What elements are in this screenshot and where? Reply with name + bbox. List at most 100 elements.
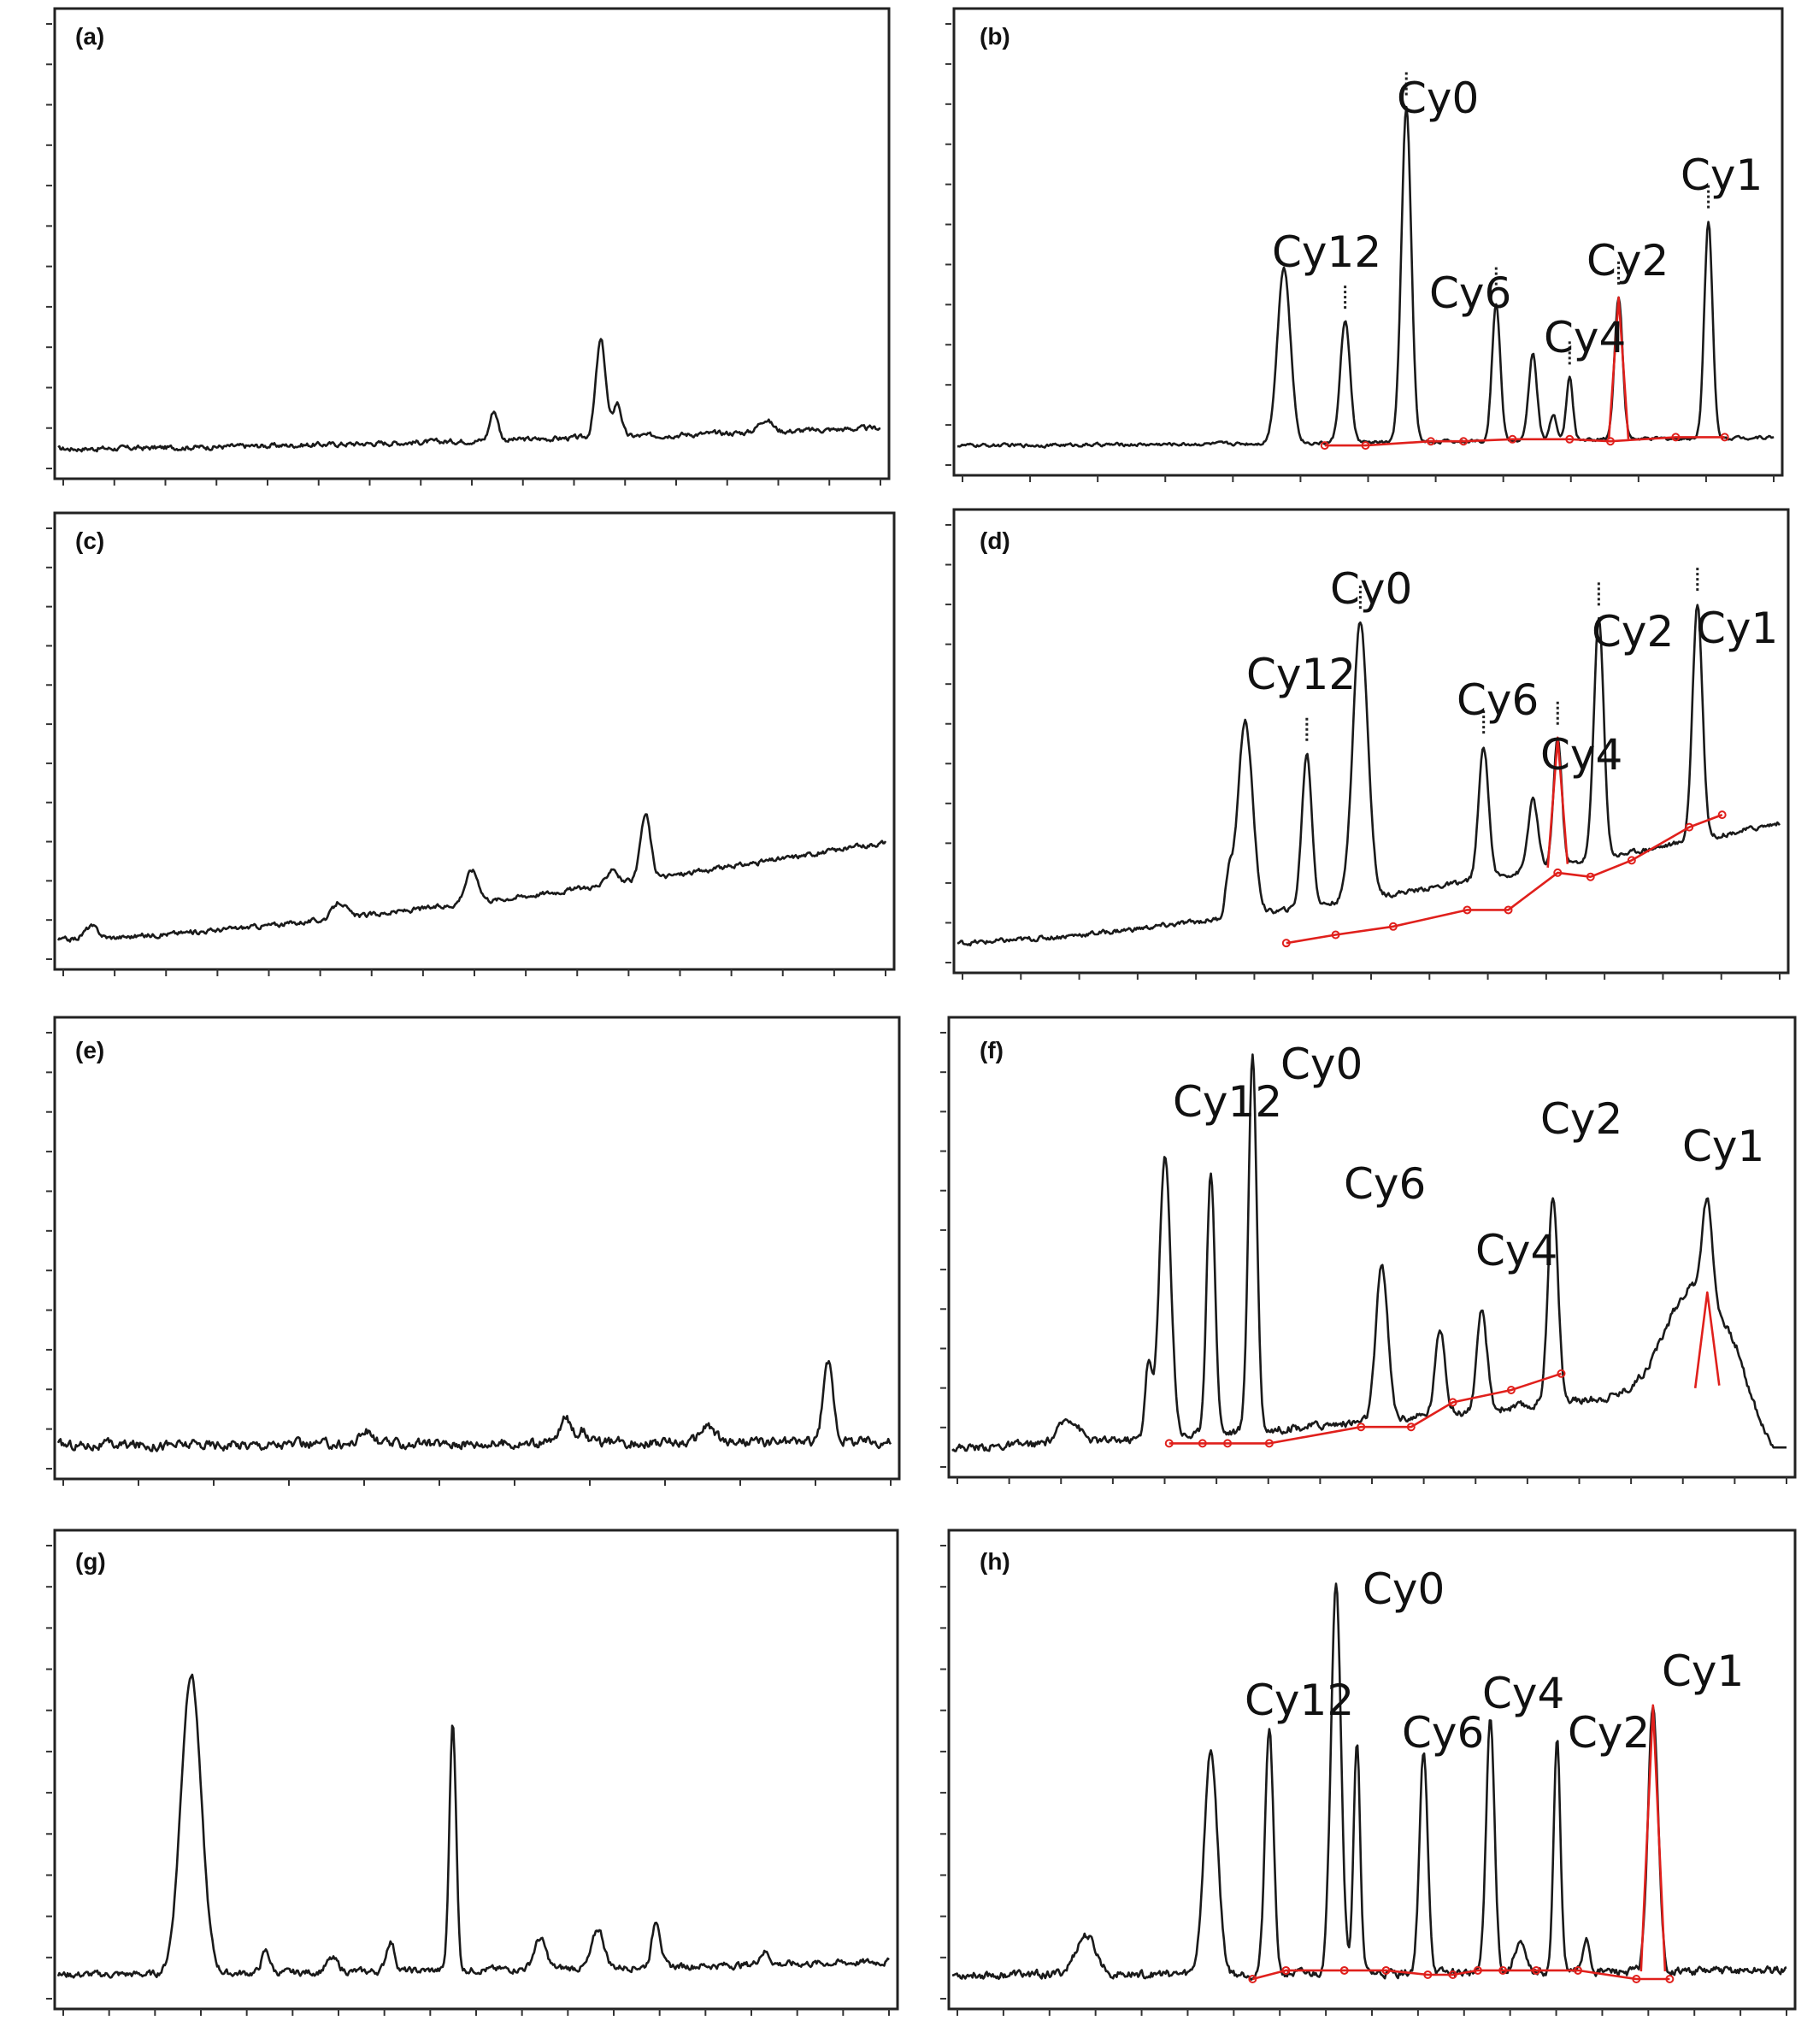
panel-d-integration-mark (1627, 856, 1636, 865)
panel-f-highlighted-peak (1693, 1291, 1721, 1388)
panel-b-integration-mark (1671, 433, 1681, 442)
panel-h-integration-mark (1248, 1974, 1257, 1983)
panel-d-integration-mark (1504, 905, 1513, 915)
panel-f-integration-mark (1198, 1439, 1207, 1448)
panel-label-h: (h) (980, 1548, 1010, 1575)
panel-g-trace (56, 1673, 890, 1979)
peak-label-d-cy0: Cy0 (1330, 564, 1412, 614)
panel-f-frame (947, 1016, 1797, 1479)
panel-g-frame (53, 1529, 899, 2011)
peak-label-h-cy2: Cy2 (1568, 1708, 1650, 1758)
panel-h-integration-baseline (1252, 1969, 1670, 1981)
panel-b-integration-mark (1508, 434, 1517, 444)
panel-b (945, 7, 1784, 482)
peak-label-h-cy12: Cy12 (1245, 1676, 1354, 1725)
panel-h (940, 1529, 1797, 2016)
panel-h-highlighted-peak (1639, 1704, 1667, 1972)
panel-d-integration-mark (1281, 939, 1291, 948)
peak-label-f-cy6: Cy6 (1344, 1159, 1426, 1209)
panel-h-integration-mark (1423, 1970, 1433, 1979)
peak-label-b-cy12: Cy12 (1272, 227, 1381, 277)
panel-h-integration-mark (1339, 1965, 1349, 1975)
peak-label-f-cy12: Cy12 (1173, 1077, 1282, 1127)
panel-d (945, 508, 1790, 980)
panel-d-integration-mark (1463, 905, 1472, 915)
panel-label-a: (a) (75, 23, 104, 50)
panel-f-integration-mark (1357, 1423, 1366, 1432)
panel-f (940, 1016, 1797, 1484)
panel-d-integration-mark (1331, 930, 1340, 940)
panel-label-g: (g) (75, 1548, 106, 1575)
panel-f-integration-mark (1506, 1386, 1516, 1394)
peak-label-b-cy2: Cy2 (1586, 236, 1669, 286)
peak-label-d-cy12: Cy12 (1246, 650, 1356, 699)
panel-label-f: (f) (980, 1037, 1004, 1063)
panel-e (46, 1016, 901, 1486)
panel-a (46, 7, 891, 486)
peak-label-b-cy1: Cy1 (1681, 150, 1763, 200)
panel-b-integration-mark (1320, 441, 1329, 451)
panel-b-integration-mark (1606, 437, 1615, 446)
panel-h-integration-mark (1281, 1965, 1291, 1975)
panel-h-integration-mark (1574, 1965, 1582, 1975)
peak-label-f-cy2: Cy2 (1540, 1094, 1622, 1144)
panel-c-trace (56, 813, 887, 943)
panel-h-integration-mark (1665, 1974, 1675, 1983)
panel-c-frame (53, 511, 896, 971)
panel-d-integration-mark (1685, 822, 1694, 832)
panel-h-integration-mark (1381, 1965, 1391, 1975)
panel-label-d: (d) (980, 527, 1010, 554)
panel-f-integration-mark (1164, 1439, 1174, 1448)
panel-d-highlighted-peak (1546, 736, 1569, 868)
panel-e-frame (53, 1016, 901, 1481)
panel-d-integration-mark (1553, 868, 1563, 877)
panel-e-trace (56, 1359, 892, 1452)
peak-label-h-cy1: Cy1 (1662, 1646, 1744, 1696)
panel-b-integration-mark (1720, 433, 1729, 442)
panel-f-integration-mark (1406, 1423, 1416, 1432)
peak-label-h-cy0: Cy0 (1363, 1564, 1445, 1614)
peak-label-f-cy1: Cy1 (1682, 1122, 1764, 1171)
peak-label-f-cy0: Cy0 (1280, 1040, 1363, 1089)
panel-d-integration-baseline (1286, 813, 1723, 945)
peak-label-b-cy4: Cy4 (1544, 313, 1626, 362)
panel-h-integration-mark (1632, 1974, 1641, 1983)
panel-b-integration-mark (1361, 441, 1370, 451)
peak-label-f-cy4: Cy4 (1475, 1226, 1557, 1275)
peak-label-h-cy4: Cy4 (1482, 1669, 1564, 1718)
panel-d-trace (957, 604, 1781, 947)
panel-h-integration-mark (1448, 1970, 1457, 1979)
panel-label-b: (b) (980, 23, 1010, 50)
peak-label-h-cy6: Cy6 (1402, 1708, 1484, 1758)
panel-label-e: (e) (75, 1037, 104, 1063)
panel-a-frame (53, 7, 891, 480)
panel-b-integration-mark (1565, 434, 1575, 444)
panel-d-integration-mark (1586, 872, 1595, 881)
panels-layer (46, 7, 1797, 2016)
peak-label-b-cy0: Cy0 (1397, 74, 1479, 123)
panel-h-integration-mark (1473, 1965, 1482, 1975)
panel-b-integration-baseline (1324, 436, 1725, 447)
panel-h-trace (951, 1582, 1787, 1981)
panel-b-integration-mark (1426, 437, 1435, 446)
panel-h-integration-mark (1532, 1965, 1541, 1975)
peak-label-d-cy4: Cy4 (1540, 730, 1622, 780)
panel-g (46, 1529, 899, 2016)
panel-f-integration-mark (1557, 1369, 1566, 1378)
panel-f-integration-mark (1448, 1398, 1457, 1407)
panel-label-c: (c) (75, 527, 104, 554)
panel-a-trace (57, 338, 881, 453)
peak-label-b-cy6: Cy6 (1429, 268, 1511, 318)
peak-label-d-cy6: Cy6 (1457, 675, 1539, 725)
panel-f-integration-mark (1264, 1439, 1274, 1448)
panel-f-integration-mark (1223, 1439, 1233, 1448)
panel-b-highlighted-peak (1607, 296, 1630, 440)
panel-c (46, 511, 896, 976)
peak-label-d-cy2: Cy2 (1592, 607, 1674, 657)
peak-label-d-cy1: Cy1 (1696, 604, 1778, 653)
panel-d-integration-mark (1388, 922, 1398, 931)
panel-f-integration-baseline (1169, 1372, 1562, 1445)
panel-b-integration-mark (1459, 437, 1469, 446)
panel-f-trace (951, 1053, 1787, 1452)
